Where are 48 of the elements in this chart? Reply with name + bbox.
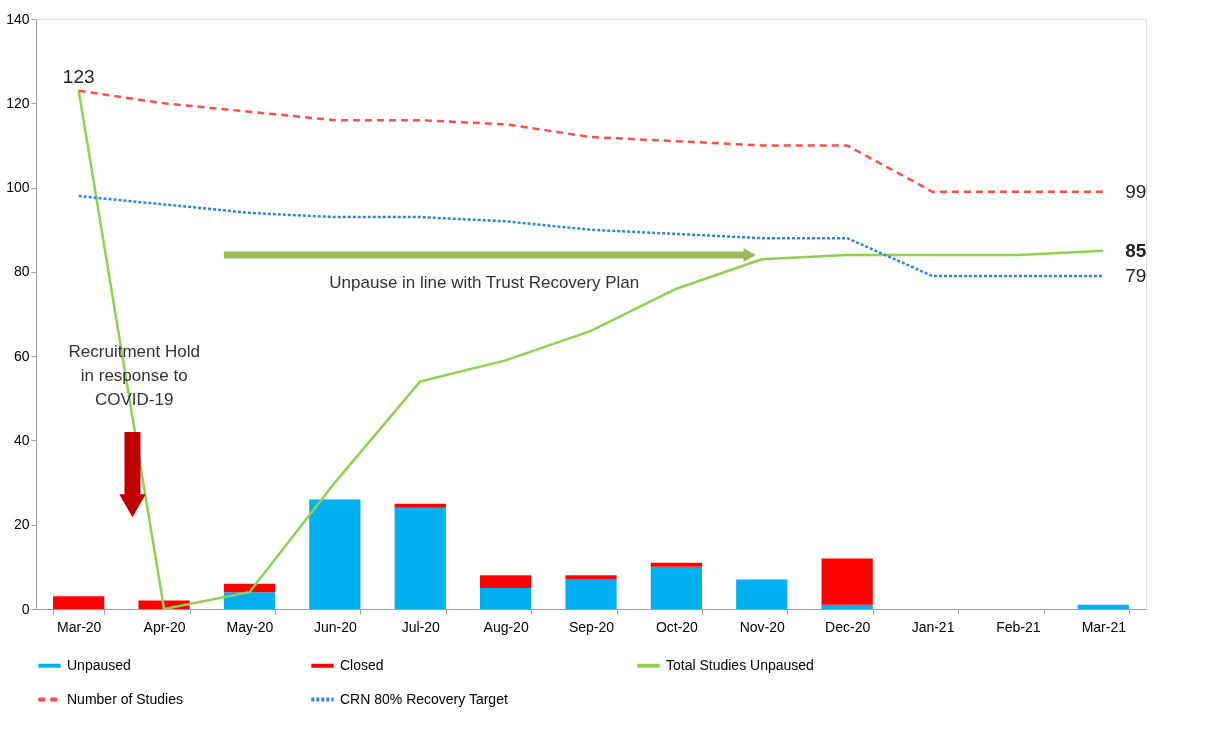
data-label: 85 <box>1125 239 1147 261</box>
y-tick-label: 140 <box>6 10 30 27</box>
y-tick-label: 120 <box>6 94 30 111</box>
x-tick-label: Feb-21 <box>996 618 1041 635</box>
bar <box>1077 604 1129 609</box>
data-label: 99 <box>1125 180 1147 202</box>
line-series <box>77 89 1105 194</box>
legend-label: CRN 80% Recovery Target <box>340 690 508 707</box>
bar <box>394 503 446 508</box>
bar <box>223 592 276 609</box>
bar <box>309 499 361 609</box>
legend-label: Unpaused <box>67 656 131 673</box>
x-tick-label: Sep-20 <box>568 618 615 635</box>
x-tick-label: Jan-21 <box>911 618 955 635</box>
data-label: 79 <box>1125 265 1147 287</box>
bar <box>565 575 617 580</box>
legend-label: Total Studies Unpaused <box>666 656 814 673</box>
x-tick-label: Aug-20 <box>483 618 529 635</box>
bar <box>821 604 873 609</box>
bar <box>480 575 532 588</box>
x-tick-label: Mar-21 <box>1081 618 1127 635</box>
data-label: 123 <box>62 65 95 87</box>
y-tick-label: 20 <box>13 516 30 533</box>
bar <box>53 596 105 609</box>
bar <box>650 566 702 609</box>
x-tick-label: May-20 <box>226 618 274 635</box>
legend-label: Closed <box>340 656 384 673</box>
bar <box>736 579 788 609</box>
x-tick-label: Oct-20 <box>655 618 699 635</box>
bar <box>480 587 532 609</box>
y-tick-label: 60 <box>13 347 30 364</box>
x-tick-label: Jul-20 <box>401 618 441 635</box>
line-series <box>77 194 1105 278</box>
y-tick-label: 80 <box>13 263 30 280</box>
x-tick-label: Jun-20 <box>313 618 357 635</box>
bar <box>394 507 446 609</box>
x-tick-label: Mar-20 <box>57 618 102 635</box>
legend-label: Number of Studies <box>67 690 183 707</box>
y-tick-label: 40 <box>13 431 30 448</box>
bar <box>565 579 617 609</box>
x-tick-label: Dec-20 <box>825 618 871 635</box>
bar <box>650 562 702 567</box>
x-tick-label: Nov-20 <box>739 618 786 635</box>
y-tick-label: 100 <box>6 179 30 196</box>
bar <box>821 558 873 605</box>
y-tick-label: 0 <box>21 600 30 617</box>
annotation: Unpause in line with Trust Recovery Plan <box>329 273 640 292</box>
x-tick-label: Apr-20 <box>143 618 186 635</box>
